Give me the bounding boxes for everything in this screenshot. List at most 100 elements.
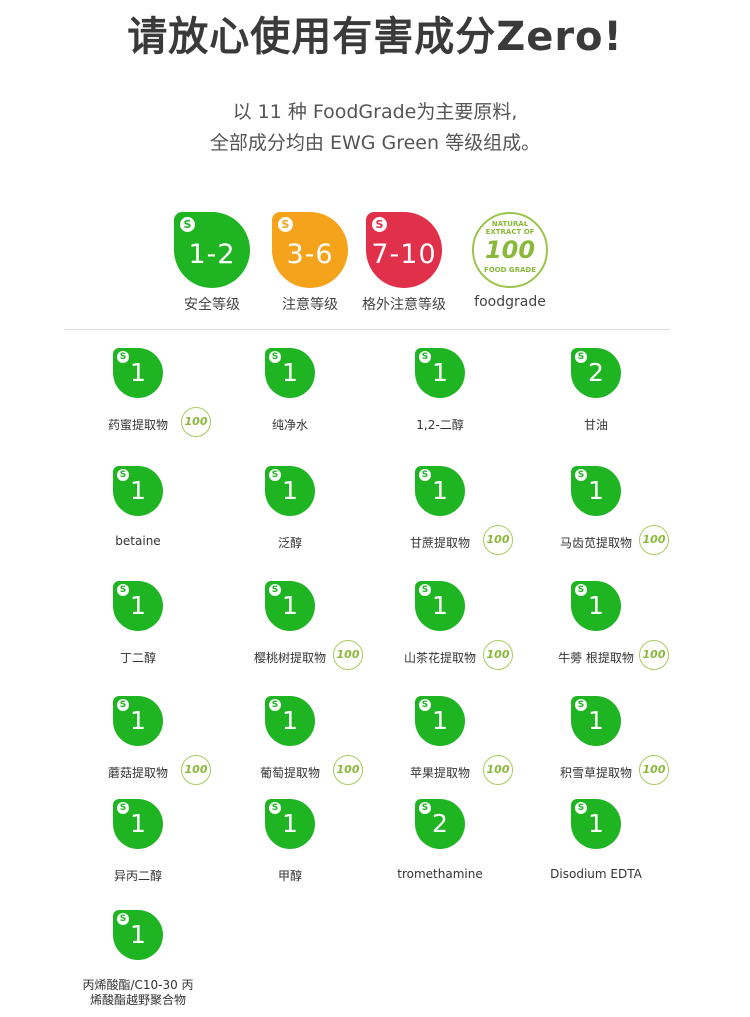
- ingredient-item: S 1 蘑菇提取物 100: [53, 693, 223, 803]
- ewg-score: 1: [282, 358, 298, 387]
- ingredient-name: 积雪草提取物: [559, 766, 632, 780]
- ingredient-item: S 2 甘油: [511, 345, 681, 455]
- ewg-s-icon: S: [575, 802, 587, 814]
- ingredient-item: S 1 苹果提取物 100: [355, 693, 525, 803]
- ingredient-item: S 1 马齿苋提取物 100: [511, 463, 681, 573]
- foodgrade-100-seal-icon: 100: [639, 755, 669, 785]
- ewg-score: 1: [432, 358, 448, 387]
- subtitle-line-2: 全部成分均由 EWG Green 等级组成。: [209, 132, 541, 154]
- ewg-score: 2: [432, 809, 448, 838]
- legend-item-safe: S 1-2 安全等级: [164, 212, 260, 314]
- ingredient-name: 1,2-二醇: [416, 418, 464, 432]
- legend-item-foodgrade: NATURAL EXTRACT OF 100 FOOD GRADE foodgr…: [462, 212, 558, 310]
- ewg-score: 1: [130, 920, 146, 949]
- ingredient-item: S 1 丁二醇: [53, 578, 223, 688]
- ingredient-name: 樱桃树提取物: [253, 651, 326, 665]
- ingredient-name: betaine: [115, 534, 161, 548]
- ingredient-item: S 1 樱桃树提取物 100: [205, 578, 375, 688]
- ewg-s-icon: S: [117, 913, 129, 925]
- legend-item-caution: S 3-6 注意等级: [262, 212, 358, 314]
- ingredient-item: S 1 甲醇: [205, 796, 375, 906]
- foodgrade-100-seal-icon: 100: [639, 525, 669, 555]
- ingredient-name: 葡萄提取物: [259, 766, 320, 780]
- ingredient-item: S 1 牛蒡 根提取物 100: [511, 578, 681, 688]
- ewg-s-icon: S: [419, 584, 431, 596]
- ingredient-name: Disodium EDTA: [550, 867, 642, 881]
- ewg-s-icon: S: [117, 469, 129, 481]
- legend-range: 7-10: [371, 239, 437, 270]
- ewg-score: 1: [130, 809, 146, 838]
- ingredient-name: 甘油: [583, 418, 608, 432]
- legend-label: 注意等级: [282, 297, 338, 313]
- ingredient-item: S 1 Disodium EDTA: [511, 796, 681, 906]
- ewg-score: 1: [588, 706, 604, 735]
- ewg-s-icon: S: [269, 351, 281, 363]
- ewg-score: 1: [130, 358, 146, 387]
- ewg-score: 1: [432, 476, 448, 505]
- ewg-s-icon: S: [117, 699, 129, 711]
- foodgrade-100-seal-icon: 100: [333, 640, 363, 670]
- legend-label: 安全等级: [184, 297, 240, 313]
- ewg-s-icon: S: [575, 469, 587, 481]
- ewg-score: 1: [282, 809, 298, 838]
- ewg-score: 1: [588, 591, 604, 620]
- ingredient-name: 甘蔗提取物: [409, 536, 470, 550]
- ewg-s-icon: S: [575, 584, 587, 596]
- legend-label: 格外注意等级: [362, 297, 446, 313]
- ewg-s-icon: S: [269, 584, 281, 596]
- foodgrade-100-seal-icon: 100: [181, 755, 211, 785]
- seal-number: 100: [484, 236, 536, 264]
- ingredient-name: 药蜜提取物: [107, 418, 168, 432]
- ingredient-item: S 1 betaine: [53, 463, 223, 573]
- legend-high-caution-drop-icon: S 7-10: [366, 212, 442, 288]
- ewg-s-icon: S: [117, 584, 129, 596]
- ewg-s-icon: S: [269, 469, 281, 481]
- ewg-score: 1: [588, 476, 604, 505]
- ewg-score: 1: [282, 591, 298, 620]
- ewg-score: 1: [282, 706, 298, 735]
- foodgrade-100-seal-icon: 100: [639, 640, 669, 670]
- ingredient-item: S 1 葡萄提取物 100: [205, 693, 375, 803]
- foodgrade-100-seal-icon: 100: [181, 407, 211, 437]
- ingredient-item: S 1 甘蔗提取物 100: [355, 463, 525, 573]
- ewg-score: 2: [588, 358, 604, 387]
- ewg-score: 1: [588, 809, 604, 838]
- ingredient-name: 甲醇: [277, 869, 302, 883]
- ingredient-name: 蘑菇提取物: [107, 766, 168, 780]
- ingredient-name: tromethamine: [397, 867, 483, 881]
- ewg-score: 1: [282, 476, 298, 505]
- ewg-s-icon: S: [278, 217, 293, 232]
- legend-caution-drop-icon: S 3-6: [272, 212, 348, 288]
- foodgrade-100-seal-icon: NATURAL EXTRACT OF 100 FOOD GRADE: [472, 212, 548, 288]
- ewg-s-icon: S: [372, 217, 387, 232]
- ewg-s-icon: S: [419, 469, 431, 481]
- legend-range: 3-6: [286, 239, 334, 270]
- ewg-s-icon: S: [419, 351, 431, 363]
- ingredient-name: 异丙二醇: [113, 869, 162, 883]
- legend-range: 1-2: [188, 239, 236, 270]
- ewg-s-icon: S: [117, 351, 129, 363]
- ingredient-item: S 1 丙烯酸酯/C10-30 丙烯酸酯越野聚合物: [53, 907, 223, 1017]
- ingredient-name: 牛蒡 根提取物: [558, 651, 634, 665]
- legend-safe-drop-icon: S 1-2: [174, 212, 250, 288]
- ewg-s-icon: S: [575, 351, 587, 363]
- foodgrade-100-seal-icon: 100: [483, 525, 513, 555]
- foodgrade-100-seal-icon: 100: [483, 755, 513, 785]
